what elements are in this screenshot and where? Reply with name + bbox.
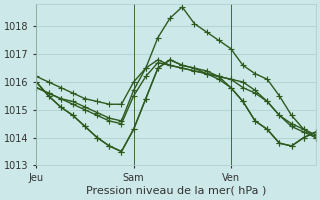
X-axis label: Pression niveau de la mer( hPa ): Pression niveau de la mer( hPa ) (86, 186, 266, 196)
